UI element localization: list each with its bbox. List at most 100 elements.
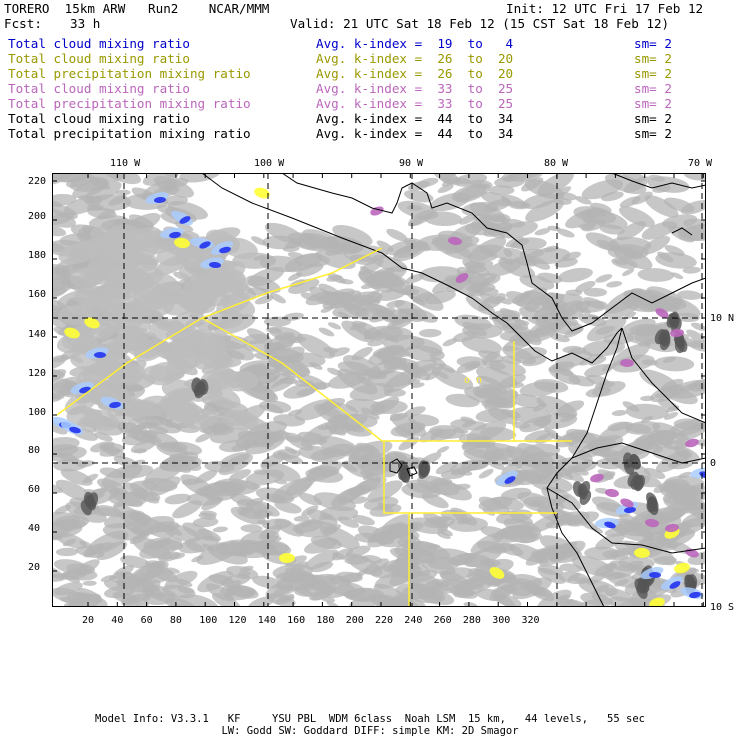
convective-cell bbox=[420, 460, 431, 477]
legend-row: Total cloud mixing ratio Avg. k-index = 2… bbox=[8, 51, 728, 66]
cloud-patch bbox=[55, 547, 79, 557]
cloud-patch bbox=[656, 499, 695, 524]
cloud-patch bbox=[199, 269, 236, 292]
legend-k-index-range: Avg. k-index = 44 to 34 bbox=[316, 126, 514, 141]
convective-cell bbox=[193, 381, 206, 397]
cloud-patch bbox=[310, 561, 334, 573]
cloud-patch bbox=[436, 370, 449, 379]
yellow-cloud-patch bbox=[254, 187, 270, 199]
cloud-patch bbox=[279, 593, 295, 603]
cloud-patch bbox=[197, 570, 234, 593]
init-time: Init: 12 UTC Fri 17 Feb 12 bbox=[506, 1, 704, 16]
country-border bbox=[621, 327, 706, 424]
cloud-patch bbox=[478, 496, 511, 516]
cloud-patch bbox=[677, 290, 702, 300]
cloud-patch bbox=[682, 266, 701, 274]
cloud-patch bbox=[62, 538, 77, 547]
cloud-patch bbox=[557, 594, 571, 601]
cloud-patch bbox=[102, 523, 147, 541]
cloud-patch bbox=[512, 237, 547, 251]
cloud-patch bbox=[246, 275, 281, 294]
cloud-patch bbox=[245, 497, 264, 507]
legend-smoothing: sm= 2 bbox=[634, 126, 672, 141]
cloud-patch bbox=[280, 570, 315, 584]
cloud-patch bbox=[525, 199, 564, 223]
cloud-patch bbox=[207, 308, 244, 329]
grid-y-label: 40 bbox=[28, 523, 41, 534]
cloud-patch bbox=[381, 365, 399, 375]
cloud-patch bbox=[265, 493, 286, 503]
grid-x-label: 140 bbox=[257, 615, 276, 626]
cloud-patch bbox=[341, 462, 358, 472]
cloud-patch bbox=[166, 401, 202, 425]
cloud-patch bbox=[404, 285, 444, 311]
cloud-patch bbox=[526, 583, 555, 602]
cloud-patch bbox=[298, 492, 322, 506]
purple-cloud-patch bbox=[448, 236, 462, 246]
cloud-patch bbox=[410, 337, 443, 354]
cloud-patch bbox=[512, 339, 529, 347]
cloud-patch bbox=[132, 536, 172, 560]
cloud-patch bbox=[103, 580, 130, 593]
cloud-patch bbox=[452, 331, 478, 342]
cloud-patch bbox=[253, 353, 270, 361]
cloud-patch bbox=[144, 415, 181, 434]
cloud-patch bbox=[537, 173, 574, 196]
cloud-patch bbox=[599, 224, 625, 235]
cloud-patch bbox=[55, 479, 91, 501]
cloud-patch bbox=[661, 529, 696, 549]
lon-label-90w: 90 W bbox=[399, 158, 424, 169]
legend-field-name: Total cloud mixing ratio bbox=[8, 51, 190, 66]
convective-cell bbox=[660, 330, 671, 347]
cloud-patch bbox=[669, 419, 706, 437]
cloud-patch bbox=[296, 387, 316, 397]
cloud-patch bbox=[455, 177, 472, 185]
cloud-patch bbox=[160, 213, 182, 225]
valid-time: Valid: 21 UTC Sat 18 Feb 12 (15 CST Sat … bbox=[290, 16, 670, 31]
cloud-patch bbox=[298, 232, 337, 250]
cloud-patch bbox=[323, 347, 339, 353]
cloud-patch bbox=[595, 274, 613, 283]
cloud-patch bbox=[52, 392, 65, 400]
cloud-patch bbox=[418, 266, 462, 283]
cloud-patch bbox=[263, 316, 292, 327]
pacific-coastline bbox=[201, 173, 623, 364]
grid-y-label: 120 bbox=[28, 368, 47, 379]
cloud-patch bbox=[310, 448, 347, 463]
grid-x-label: 220 bbox=[375, 615, 394, 626]
cloud-patch bbox=[574, 599, 604, 607]
cloud-patch bbox=[172, 500, 203, 519]
cloud-patch bbox=[254, 295, 274, 305]
lon-label-110w: 110 W bbox=[110, 158, 141, 169]
blue-cloud-core bbox=[154, 196, 166, 204]
cloud-patch bbox=[530, 514, 560, 533]
cloud-patch bbox=[622, 296, 663, 313]
cloud-patch bbox=[361, 407, 380, 420]
legend-field-name: Total precipitation mixing ratio bbox=[8, 126, 251, 141]
cloud-patch bbox=[264, 372, 291, 389]
cloud-patch bbox=[456, 356, 488, 369]
grid-x-label: 300 bbox=[492, 615, 511, 626]
cloud-patch bbox=[626, 423, 652, 434]
cloud-patch bbox=[464, 363, 480, 371]
grid-x-label: 260 bbox=[433, 615, 452, 626]
cloud-patch bbox=[606, 281, 623, 288]
legend-smoothing: sm= 2 bbox=[634, 96, 672, 111]
purple-cloud-patch bbox=[455, 273, 469, 283]
caribbean-coastline bbox=[281, 173, 706, 332]
cloud-patch bbox=[499, 330, 529, 342]
cloud-patch bbox=[426, 580, 451, 592]
caribbean-islands bbox=[611, 173, 706, 189]
legend-field-name: Total precipitation mixing ratio bbox=[8, 96, 251, 111]
cloud-patch bbox=[332, 552, 347, 560]
cloud-patch bbox=[52, 356, 67, 370]
cloud-patch bbox=[596, 239, 617, 251]
cloud-patch bbox=[72, 179, 108, 199]
grid-x-label: 180 bbox=[316, 615, 335, 626]
cloud-patch bbox=[158, 551, 181, 562]
cloud-patch bbox=[609, 547, 632, 558]
cloud-patch bbox=[52, 286, 68, 299]
cloud-patch bbox=[641, 236, 671, 255]
region-label: o n bbox=[464, 375, 482, 386]
yellow-cloud-patch bbox=[489, 567, 505, 579]
